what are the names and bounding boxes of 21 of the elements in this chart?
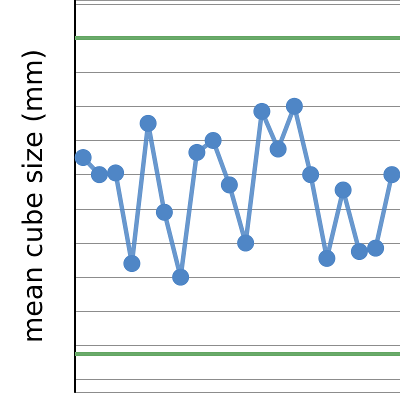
point xyxy=(220,176,238,194)
point xyxy=(156,204,173,221)
point xyxy=(253,102,270,120)
point xyxy=(270,140,287,158)
point xyxy=(334,182,352,199)
point xyxy=(286,98,303,115)
point xyxy=(350,243,368,260)
point xyxy=(172,268,190,286)
point xyxy=(302,166,320,184)
point xyxy=(74,149,92,166)
point xyxy=(318,250,336,267)
point xyxy=(107,164,124,182)
y-axis-title: mean cube size (mm) xyxy=(18,48,49,344)
point xyxy=(383,166,400,184)
point xyxy=(188,144,206,161)
point xyxy=(90,166,108,184)
point xyxy=(237,234,254,252)
point xyxy=(204,132,222,149)
point xyxy=(367,240,384,257)
point xyxy=(123,255,140,272)
point xyxy=(140,114,157,132)
